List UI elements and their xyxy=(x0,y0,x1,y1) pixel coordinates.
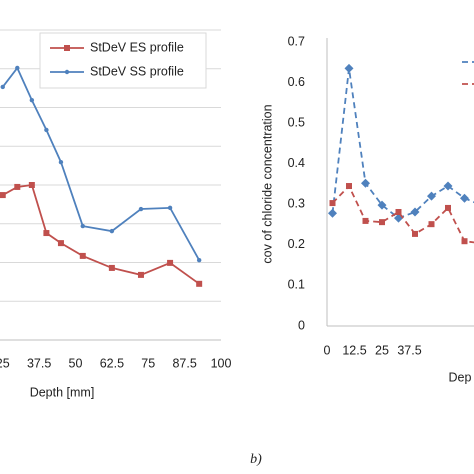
marker xyxy=(0,84,5,90)
marker xyxy=(361,178,370,188)
x-tick-label: 25 xyxy=(0,356,10,370)
marker xyxy=(377,200,387,210)
x-tick-label: 87.5 xyxy=(172,356,196,370)
marker xyxy=(167,205,173,211)
x-tick-label: 100 xyxy=(211,356,232,370)
y-tick-label: 0.1 xyxy=(288,278,305,292)
x-tick-label: 25 xyxy=(375,343,389,357)
marker xyxy=(443,181,453,191)
chart: 0 0.1 0.2 0.3 0.4 0.5 0.6 0.7 0 12.5 25 37.5 Dep cov … xyxy=(260,34,474,384)
marker xyxy=(137,271,144,278)
series-line xyxy=(331,184,474,244)
y-tick-label: 0.2 xyxy=(288,237,305,251)
x-tick-label: 37.5 xyxy=(27,356,51,370)
marker xyxy=(428,221,435,228)
marker xyxy=(57,240,64,247)
x-tick-label: 75 xyxy=(141,356,155,370)
y-tick-label: 0.4 xyxy=(288,156,305,170)
marker xyxy=(80,223,85,229)
marker xyxy=(346,183,352,190)
marker xyxy=(64,69,70,75)
marker xyxy=(410,207,420,217)
marker xyxy=(167,259,174,266)
x-axis-label: Dep xyxy=(449,370,472,384)
marker xyxy=(196,280,203,287)
marker xyxy=(44,127,49,133)
legend-label: StDeV ES profile xyxy=(90,40,184,54)
x-tick-label: 62.5 xyxy=(100,356,124,370)
marker xyxy=(108,264,115,271)
y-axis-label: cov of chloride concentration xyxy=(260,104,274,263)
legend-box xyxy=(39,32,207,89)
marker xyxy=(29,97,35,103)
series-line xyxy=(2,66,200,261)
x-tick-label: 0 xyxy=(324,343,331,357)
marker xyxy=(445,204,451,211)
marker xyxy=(79,252,86,259)
y-tick-label: 0.5 xyxy=(288,115,305,129)
marker xyxy=(64,45,70,51)
marker xyxy=(43,230,50,237)
marker xyxy=(328,208,337,218)
x-tick-label: 37.5 xyxy=(397,343,421,357)
marker xyxy=(14,183,21,190)
series-line xyxy=(2,184,200,285)
marker xyxy=(460,193,469,203)
marker xyxy=(461,238,468,245)
caption: b) xyxy=(250,452,262,467)
marker xyxy=(412,230,418,237)
y-tick-label: 0.3 xyxy=(288,197,305,211)
marker xyxy=(344,63,354,73)
marker xyxy=(427,191,436,201)
marker xyxy=(395,208,402,215)
marker xyxy=(0,192,6,199)
marker xyxy=(379,219,385,226)
y-tick-label: 0.6 xyxy=(288,75,305,89)
x-tick-label: 12.5 xyxy=(342,343,366,357)
y-tick-label: 0.7 xyxy=(288,34,305,48)
marker xyxy=(329,200,336,207)
marker xyxy=(138,206,144,212)
legend-label: StDeV SS profile xyxy=(90,64,184,78)
x-axis-label: Depth [mm] xyxy=(30,385,95,399)
x-tick-label: 50 xyxy=(69,356,83,370)
marker xyxy=(109,228,115,234)
marker xyxy=(362,217,369,224)
marker xyxy=(196,257,202,263)
series-line xyxy=(331,68,474,220)
marker xyxy=(58,159,64,165)
y-tick-label: 0 xyxy=(298,318,305,332)
marker xyxy=(15,65,20,71)
marker xyxy=(28,182,35,188)
